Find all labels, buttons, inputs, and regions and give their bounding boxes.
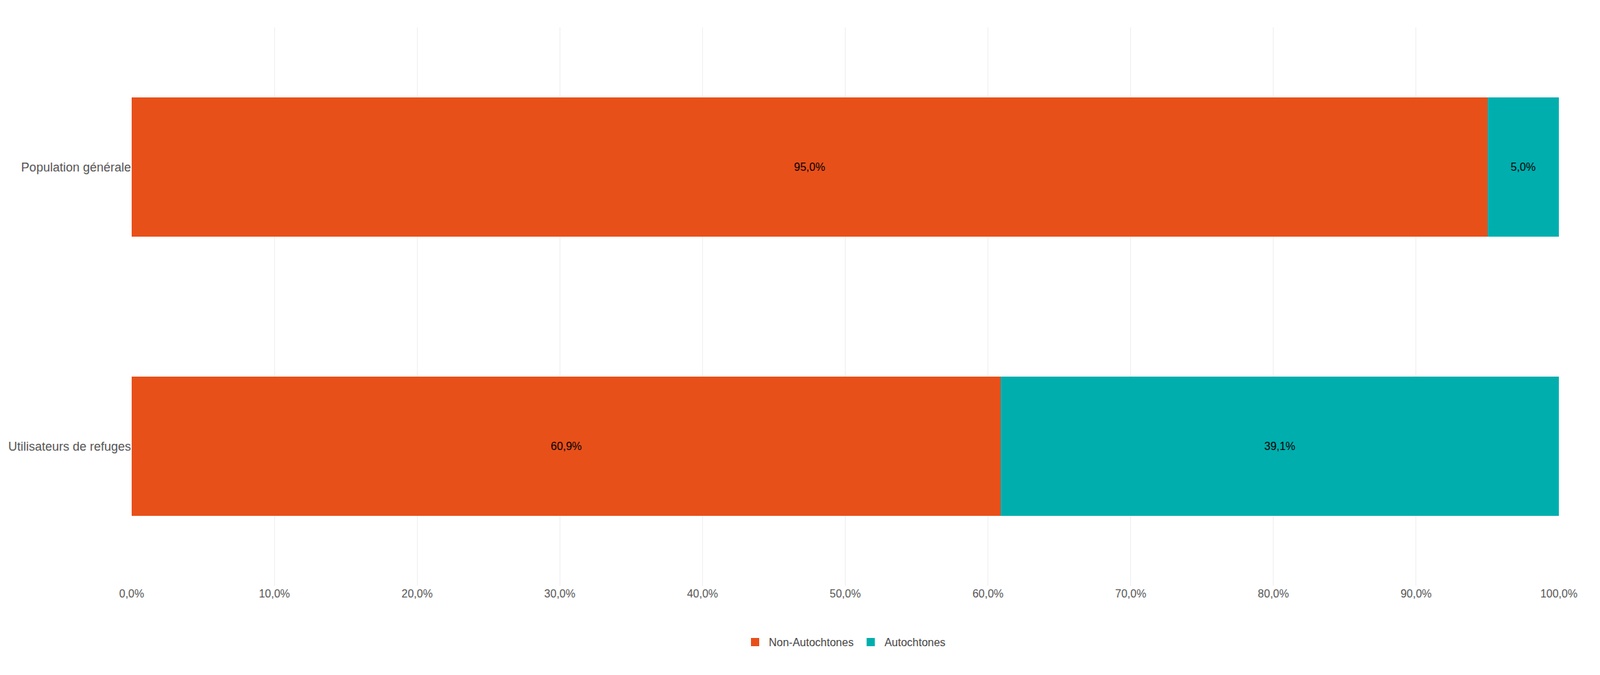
svg-text:60,0%: 60,0% — [972, 587, 1004, 600]
svg-text:90,0%: 90,0% — [1400, 587, 1432, 600]
svg-text:40,0%: 40,0% — [687, 587, 719, 600]
svg-text:95,0%: 95,0% — [794, 161, 826, 173]
svg-text:100,0%: 100,0% — [1540, 587, 1578, 600]
svg-text:50,0%: 50,0% — [829, 587, 861, 600]
svg-text:Autochtones: Autochtones — [884, 636, 946, 649]
svg-text:10,0%: 10,0% — [258, 587, 290, 600]
svg-text:60,9%: 60,9% — [550, 440, 582, 452]
svg-text:Utilisateurs de refuges: Utilisateurs de refuges — [8, 439, 131, 454]
svg-text:80,0%: 80,0% — [1257, 587, 1289, 600]
svg-text:5,0%: 5,0% — [1510, 161, 1536, 173]
svg-text:Population générale: Population générale — [21, 160, 131, 175]
svg-text:70,0%: 70,0% — [1115, 587, 1146, 600]
svg-text:30,0%: 30,0% — [544, 587, 576, 600]
svg-text:Non-Autochtones: Non-Autochtones — [768, 636, 854, 649]
svg-text:39,1%: 39,1% — [1263, 440, 1295, 452]
svg-text:0,0%: 0,0% — [119, 587, 145, 600]
svg-text:20,0%: 20,0% — [401, 587, 433, 600]
